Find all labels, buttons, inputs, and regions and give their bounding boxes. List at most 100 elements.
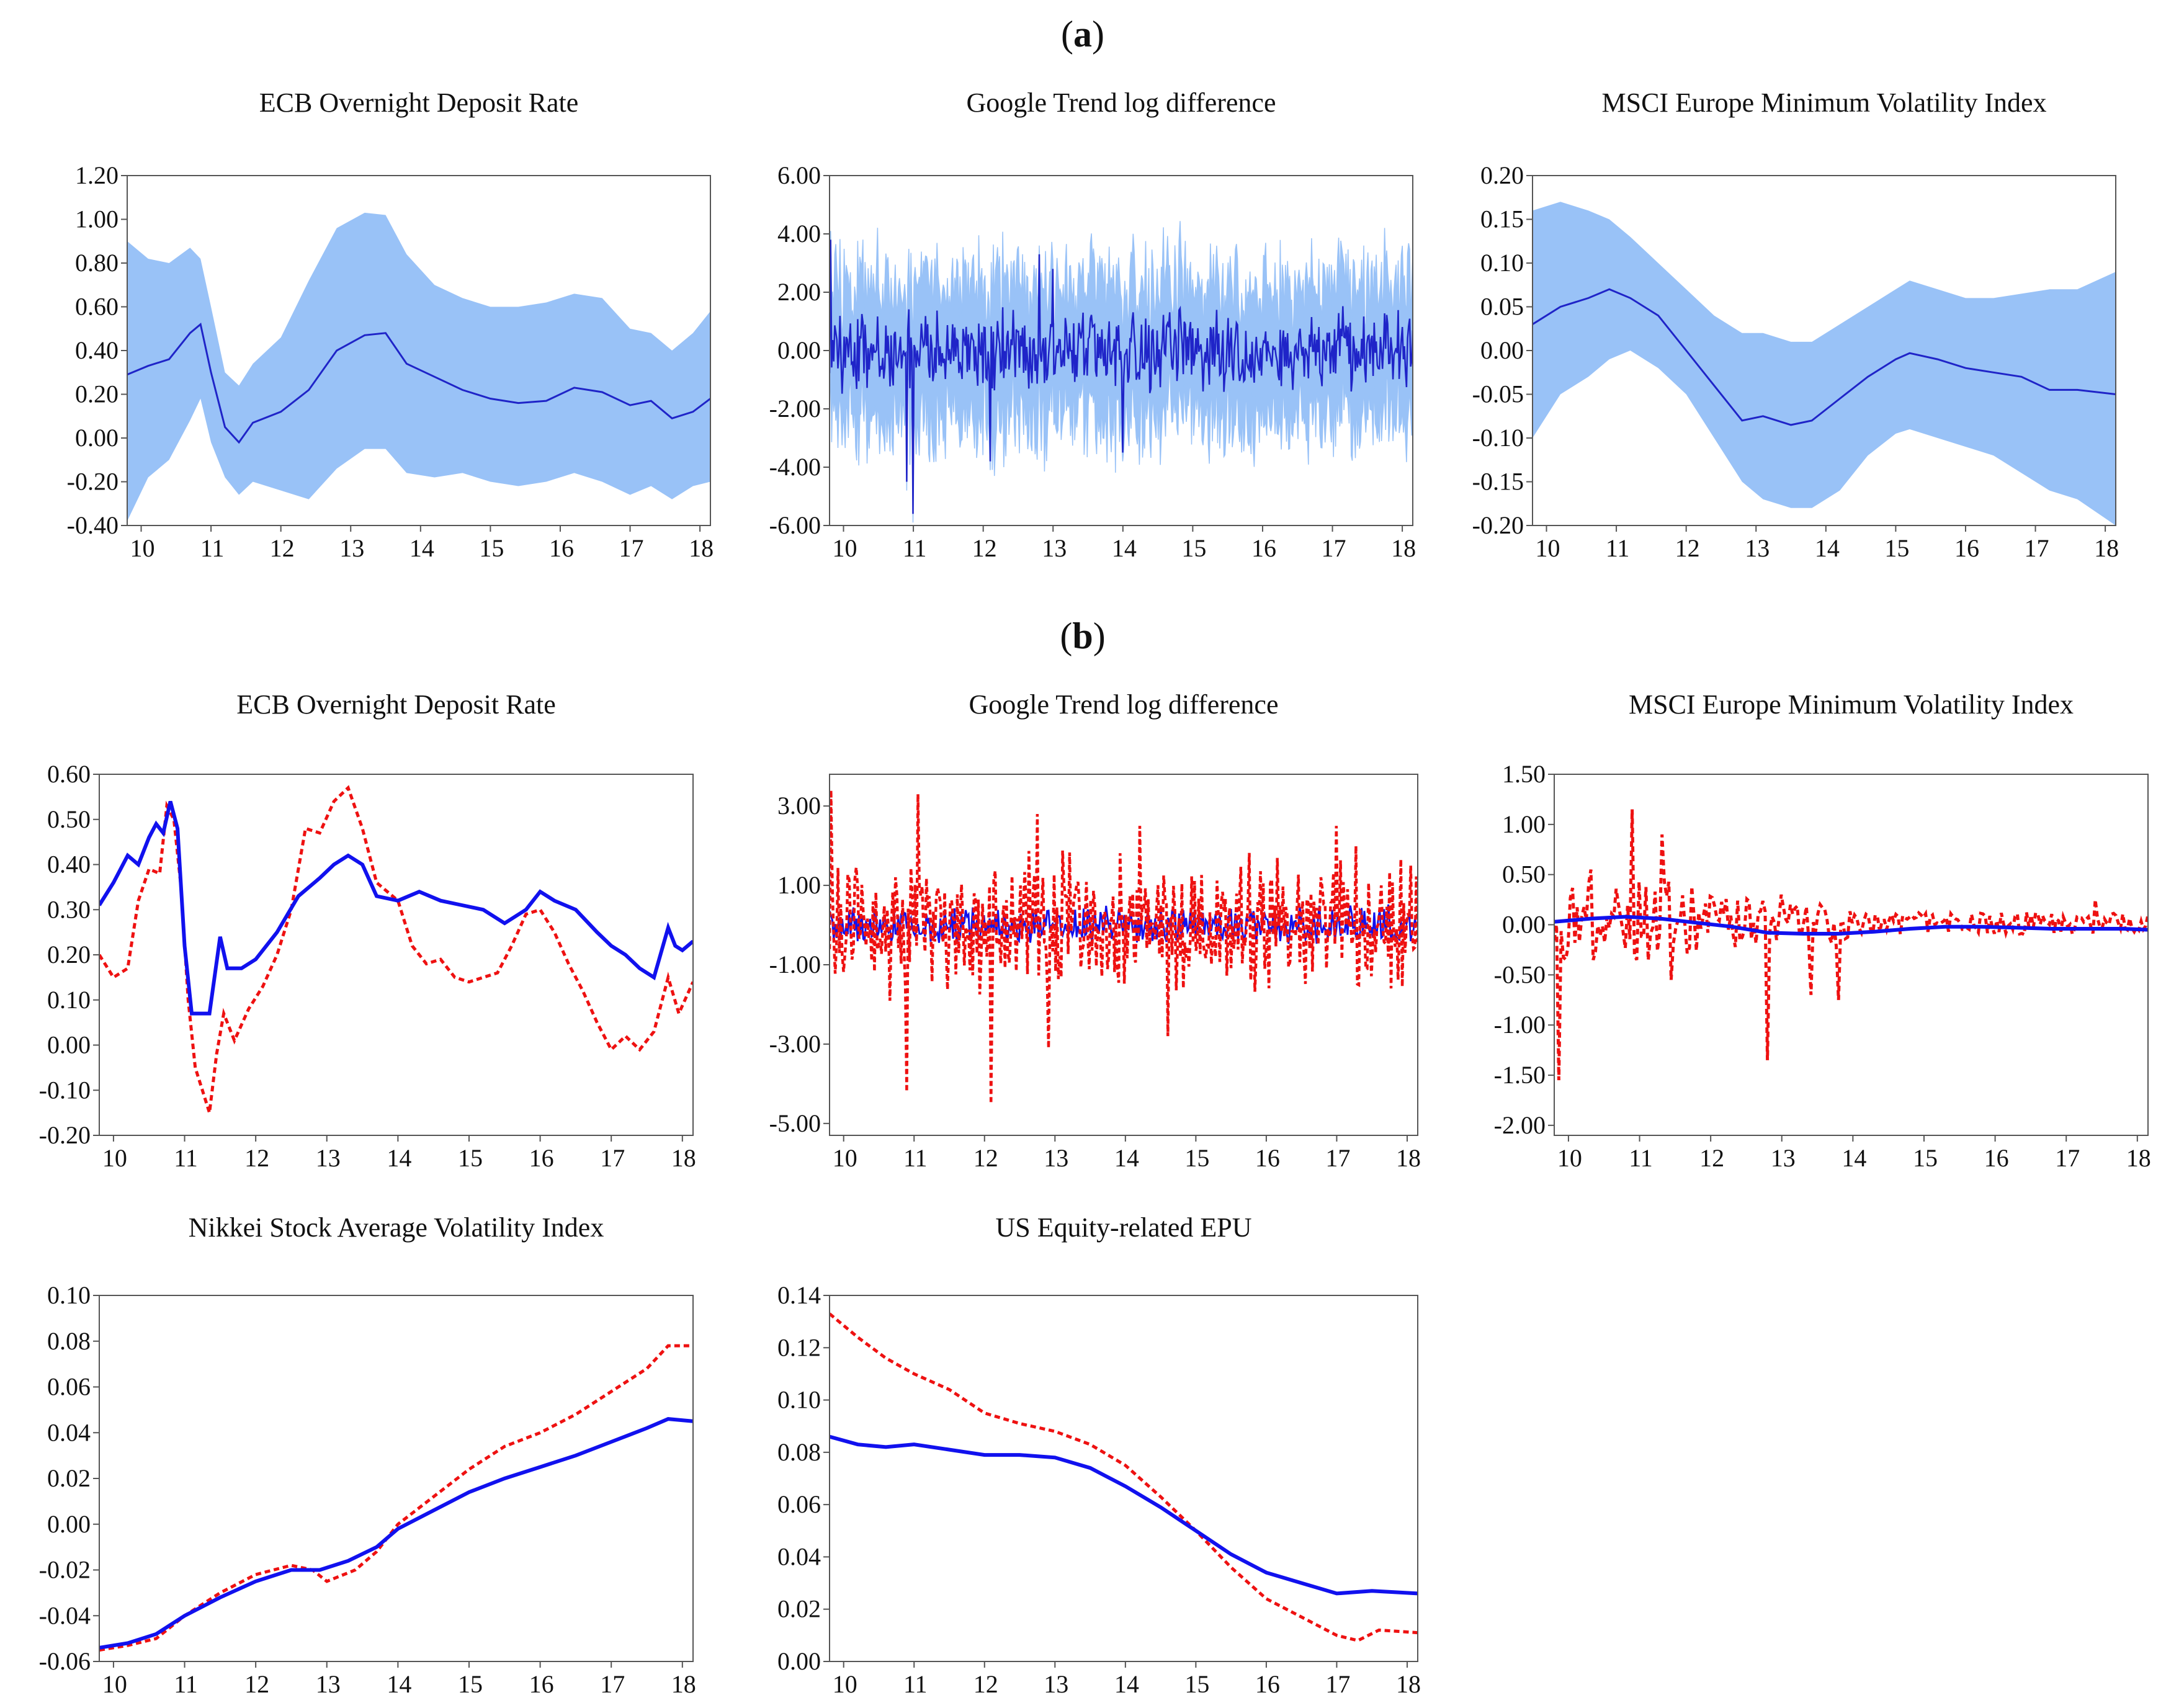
y-tick-label: 3.00 [777, 792, 821, 820]
y-tick-label: -1.00 [1494, 1011, 1546, 1039]
y-tick-label: 1.50 [1502, 760, 1546, 788]
chart-title: Google Trend log difference [967, 87, 1276, 118]
x-tick-label: 10 [833, 1670, 857, 1698]
x-tick-label: 16 [549, 534, 574, 562]
y-tick-label: 0.10 [47, 986, 91, 1014]
y-tick-label: 0.60 [47, 760, 91, 788]
x-tick-label: 17 [619, 534, 644, 562]
y-tick-label: 0.20 [75, 380, 119, 408]
chart-panel-1: ECB Overnight Deposit Rate 1.20 1.00 0.80 0.… [67, 87, 714, 562]
y-tick-label: 0.20 [1480, 161, 1524, 189]
y-tick-label: -0.10 [1472, 424, 1524, 452]
x-tick-label: 11 [174, 1670, 198, 1698]
chart-title: US Equity-related EPU [995, 1212, 1251, 1243]
y-tick-label: -1.00 [769, 950, 821, 978]
y-tick-label: -0.20 [39, 1121, 91, 1149]
y-tick-label: 0.80 [75, 249, 119, 277]
y-tick-label: -2.00 [1494, 1111, 1546, 1139]
x-tick-label: 17 [1325, 1144, 1350, 1172]
plot-area [99, 785, 693, 1114]
y-tick-label: 0.10 [777, 1386, 821, 1414]
x-tick-label: 11 [1606, 534, 1630, 562]
x-tick-label: 12 [973, 1144, 998, 1172]
plot-frame [829, 774, 1418, 1136]
y-tick-label: 1.20 [75, 161, 119, 189]
plot-frame [99, 774, 694, 1136]
y-tick-label: 0.10 [1480, 249, 1524, 277]
x-tick-label: 14 [1114, 1670, 1139, 1698]
y-tick-label: 0.40 [47, 851, 91, 879]
x-tick-label: 14 [1112, 534, 1137, 562]
x-tick-label: 13 [1042, 534, 1067, 562]
solid-response-line [99, 1417, 693, 1650]
section-label-a: (a) [1061, 14, 1104, 55]
x-tick-label: 17 [2055, 1144, 2080, 1172]
y-tick-label: 0.02 [47, 1464, 91, 1492]
x-tick-label: 16 [1251, 534, 1276, 562]
plot-area [127, 212, 710, 521]
y-tick-label: -3.00 [769, 1030, 821, 1058]
x-tick-label: 14 [1815, 534, 1840, 562]
x-tick-label: 14 [1842, 1144, 1866, 1172]
x-tick-label: 17 [1322, 534, 1346, 562]
x-tick-label: 11 [174, 1144, 198, 1172]
x-tick-label: 18 [1396, 1670, 1421, 1698]
y-tick-label: 1.00 [1502, 810, 1546, 838]
x-tick-label: 14 [1114, 1144, 1139, 1172]
chart-panel-4: ECB Overnight Deposit Rate 0.60 0.50 0.40 0.… [39, 689, 696, 1172]
chart-title: MSCI Europe Minimum Volatility Index [1629, 689, 2074, 720]
chart-panel-3: MSCI Europe Minimum Volatility Index 0.20… [1472, 87, 2119, 562]
chart-panel-8: US Equity-related EPU 0.14 0.12 0.10 0.08 0.0… [777, 1212, 1421, 1698]
chart-title: ECB Overnight Deposit Rate [236, 689, 556, 720]
y-tick-label: 0.50 [1502, 861, 1546, 888]
y-tick-label: -6.00 [769, 511, 821, 539]
plot-frame [829, 175, 1413, 526]
y-tick-label: 0.06 [47, 1373, 91, 1401]
y-tick-label: 0.00 [47, 1510, 91, 1538]
x-tick-label: 11 [200, 534, 225, 562]
y-tick-label: -0.05 [1472, 380, 1524, 408]
y-tick-label: 0.00 [1502, 911, 1546, 939]
x-tick-label: 10 [1557, 1144, 1582, 1172]
y-tick-label: -0.10 [39, 1076, 91, 1104]
y-tick-label: -2.00 [769, 395, 821, 423]
x-tick-label: 16 [1255, 1670, 1280, 1698]
x-tick-label: 18 [671, 1144, 696, 1172]
x-tick-label: 10 [130, 534, 155, 562]
chart-panel-2: Google Trend log difference 6.00 4.00 2.00 0… [769, 87, 1416, 562]
y-tick-label: 0.08 [777, 1438, 821, 1466]
y-tick-label: 0.08 [47, 1327, 91, 1355]
solid-response-line [1554, 914, 2148, 936]
x-tick-label: 13 [316, 1670, 341, 1698]
x-tick-label: 16 [1954, 534, 1979, 562]
x-tick-label: 10 [833, 534, 857, 562]
y-tick-label: -0.15 [1472, 468, 1524, 496]
y-tick-label: 0.12 [777, 1333, 821, 1361]
chart-title: MSCI Europe Minimum Volatility Index [1601, 87, 2046, 118]
chart-title: ECB Overnight Deposit Rate [259, 87, 579, 118]
x-tick-label: 15 [1184, 1670, 1209, 1698]
y-tick-label: 0.04 [777, 1542, 821, 1570]
x-tick-label: 12 [972, 534, 997, 562]
plot-area [830, 221, 1413, 523]
x-tick-label: 18 [689, 534, 714, 562]
x-tick-label: 18 [2126, 1144, 2151, 1172]
plot-frame [127, 175, 711, 526]
x-tick-label: 13 [1044, 1144, 1068, 1172]
x-tick-label: 11 [903, 1144, 928, 1172]
y-tick-label: 0.40 [75, 336, 119, 364]
y-tick-label: 1.00 [777, 871, 821, 899]
y-tick-label: 0.02 [777, 1595, 821, 1623]
y-tick-label: 0.05 [1480, 293, 1524, 321]
y-tick-label: 0.00 [1480, 336, 1524, 364]
y-tick-label: 0.04 [47, 1418, 91, 1446]
y-tick-label: -5.00 [769, 1109, 821, 1137]
x-tick-label: 15 [479, 534, 504, 562]
chart-title: Google Trend log difference [969, 689, 1279, 720]
y-tick-label: -4.00 [769, 453, 821, 481]
x-tick-label: 10 [102, 1670, 127, 1698]
x-tick-label: 18 [1391, 534, 1416, 562]
x-tick-label: 13 [1745, 534, 1770, 562]
x-tick-label: 16 [529, 1144, 554, 1172]
